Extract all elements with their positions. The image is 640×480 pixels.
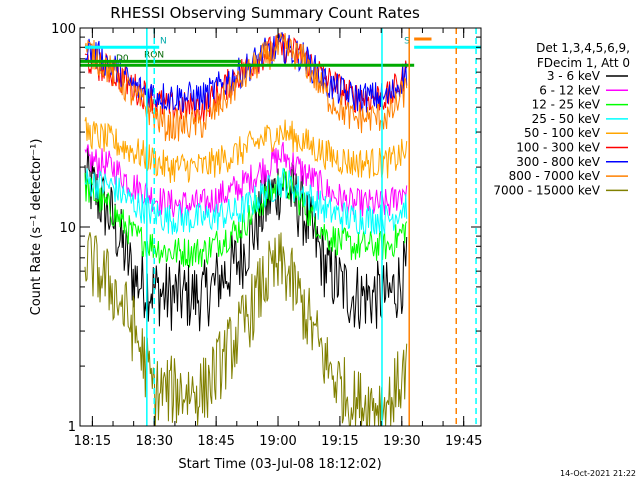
x-axis: 18:15 18:30 18:45 19:00 19:15 19:30 19:45 xyxy=(74,28,482,449)
x-tick-label-5: 19:30 xyxy=(383,434,420,449)
state-bar-label-0: N xyxy=(160,36,167,46)
state-bar-label-2: D0 xyxy=(116,54,129,64)
y-tick-label-0: 1 xyxy=(68,420,76,435)
legend-entry-1: 6 - 12 keV xyxy=(539,83,601,97)
x-axis-label: Start Time (03-Jul-08 18:12:02) xyxy=(178,457,381,472)
footer-timestamp: 14-Oct-2021 21:22 xyxy=(560,469,636,478)
y-axis: 1 10 100 xyxy=(51,22,481,435)
series-line-0 xyxy=(84,145,408,332)
series-line-3 xyxy=(84,167,408,235)
y-axis-label: Count Rate (s⁻¹ detector⁻¹) xyxy=(29,139,44,316)
legend-entry-5: 100 - 300 keV xyxy=(516,141,600,155)
legend-entry-7: 800 - 7000 keV xyxy=(509,169,601,183)
legend-entry-8: 7000 - 15000 keV xyxy=(493,183,600,197)
state-bar-label-3: RON xyxy=(144,50,164,60)
legend-entry-4: 50 - 100 keV xyxy=(524,126,601,140)
state-bars: N S D0 RON xyxy=(80,36,481,67)
series-line-2 xyxy=(84,168,408,268)
legend: Det 1,3,4,5,6,9,FDecim 1, Att 03 - 6 keV… xyxy=(493,41,630,197)
y-tick-label-2: 100 xyxy=(51,22,76,37)
legend-entry-2: 12 - 25 keV xyxy=(532,98,601,112)
y-tick-label-1: 10 xyxy=(59,221,76,236)
x-tick-label-2: 18:45 xyxy=(197,434,234,449)
legend-header-0: Det 1,3,4,5,6,9, xyxy=(536,41,630,55)
chart-title: RHESSI Observing Summary Count Rates xyxy=(110,4,420,22)
state-bar-label-1: S xyxy=(404,36,410,46)
x-tick-label-6: 19:45 xyxy=(445,434,482,449)
series-line-8 xyxy=(84,232,408,427)
x-tick-label-0: 18:15 xyxy=(74,434,111,449)
series-line-4 xyxy=(84,116,408,184)
legend-header-1: FDecim 1, Att 0 xyxy=(537,56,630,70)
legend-entry-0: 3 - 6 keV xyxy=(547,69,601,83)
x-tick-label-1: 18:30 xyxy=(136,434,173,449)
legend-entry-3: 25 - 50 keV xyxy=(532,112,601,126)
x-tick-label-3: 19:00 xyxy=(259,434,296,449)
time-markers xyxy=(146,28,477,426)
series-line-7 xyxy=(84,31,408,142)
legend-entry-6: 300 - 800 keV xyxy=(516,155,600,169)
plot-lines xyxy=(84,31,408,427)
x-tick-label-4: 19:15 xyxy=(321,434,358,449)
